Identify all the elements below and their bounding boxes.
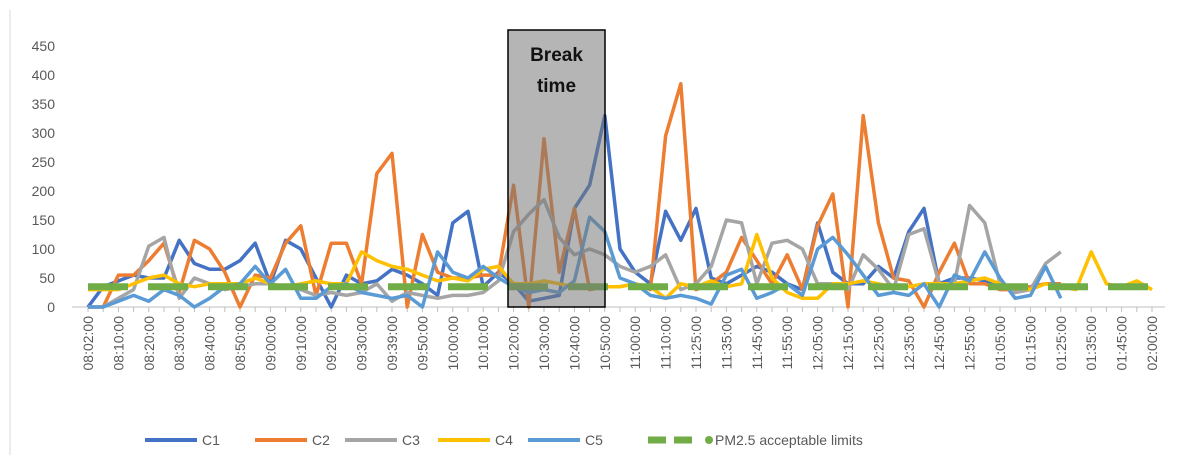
y-tick-label: 200 (32, 183, 56, 199)
x-tick-label: 01:25:00 (1053, 316, 1069, 371)
break-label: Break time (530, 45, 583, 97)
x-tick-label: 12:55:00 (962, 316, 978, 371)
legend-dot (705, 436, 713, 444)
x-tick-label: 09:00:00 (262, 316, 278, 371)
x-tick-label: 08:40:00 (202, 316, 218, 371)
legend-label: PM2.5 acceptable limits (715, 432, 863, 448)
x-tick-label: 11:25:00 (688, 316, 704, 370)
x-tick-label: 11:35:00 (718, 316, 734, 370)
x-tick-label: 01:05:00 (992, 316, 1008, 371)
x-tick-label: 12:45:00 (931, 316, 947, 371)
legend-label: C5 (585, 432, 603, 448)
x-tick-label: 09:10:00 (293, 316, 309, 371)
x-tick-label: 12:35:00 (901, 316, 917, 371)
x-tick-label: 08:50:00 (232, 316, 248, 371)
x-tick-label: 09:20:00 (323, 316, 339, 371)
legend-label: C3 (402, 432, 420, 448)
x-tick-label: 12:25:00 (870, 316, 886, 371)
x-tick-label: 10:40:00 (566, 316, 582, 371)
x-tick-label: 12:05:00 (810, 316, 826, 371)
x-tick-label: 10:00:00 (445, 316, 461, 371)
series-line (88, 232, 1153, 301)
x-tick-label: 08:30:00 (171, 316, 187, 371)
x-tick-label: 11:00:00 (627, 316, 643, 370)
x-tick-label: 10:30:00 (536, 316, 552, 371)
x-tick-label: 02:00:00 (1144, 316, 1160, 371)
y-tick-label: 100 (32, 241, 56, 257)
x-tick-label: 08:10:00 (110, 316, 126, 371)
x-tick-label: 01:15:00 (1022, 316, 1038, 371)
x-tick-label: 01:35:00 (1083, 316, 1099, 371)
y-tick-label: 350 (32, 96, 56, 112)
x-tick-label: 11:10:00 (658, 316, 674, 370)
y-tick-label: 400 (32, 67, 56, 83)
x-tick-label: 09:39:00 (384, 316, 400, 371)
y-tick-label: 450 (32, 38, 56, 54)
y-tick-label: 150 (32, 212, 56, 228)
legend-label: C4 (495, 432, 513, 448)
y-tick-label: 300 (32, 125, 56, 141)
y-tick-label: 50 (39, 270, 55, 286)
break-box (507, 29, 606, 308)
legend-label: C2 (312, 432, 330, 448)
x-tick-label: 10:10:00 (475, 316, 491, 371)
x-tick-label: 09:50:00 (414, 316, 430, 371)
x-tick-label: 10:20:00 (506, 316, 522, 371)
y-tick-label: 0 (47, 299, 55, 315)
x-tick-label: 08:02:00 (80, 316, 96, 371)
y-tick-label: 250 (32, 154, 56, 170)
legend-label: C1 (202, 432, 220, 448)
x-tick-label: 09:30:00 (354, 316, 370, 371)
x-tick-label: 12:15:00 (840, 316, 856, 371)
x-tick-label: 11:55:00 (779, 316, 795, 370)
x-tick-label: 08:20:00 (141, 316, 157, 371)
x-tick-label: 10:50:00 (597, 316, 613, 371)
x-tick-label: 11:45:00 (749, 316, 765, 370)
x-tick-label: 01:45:00 (1114, 316, 1130, 371)
